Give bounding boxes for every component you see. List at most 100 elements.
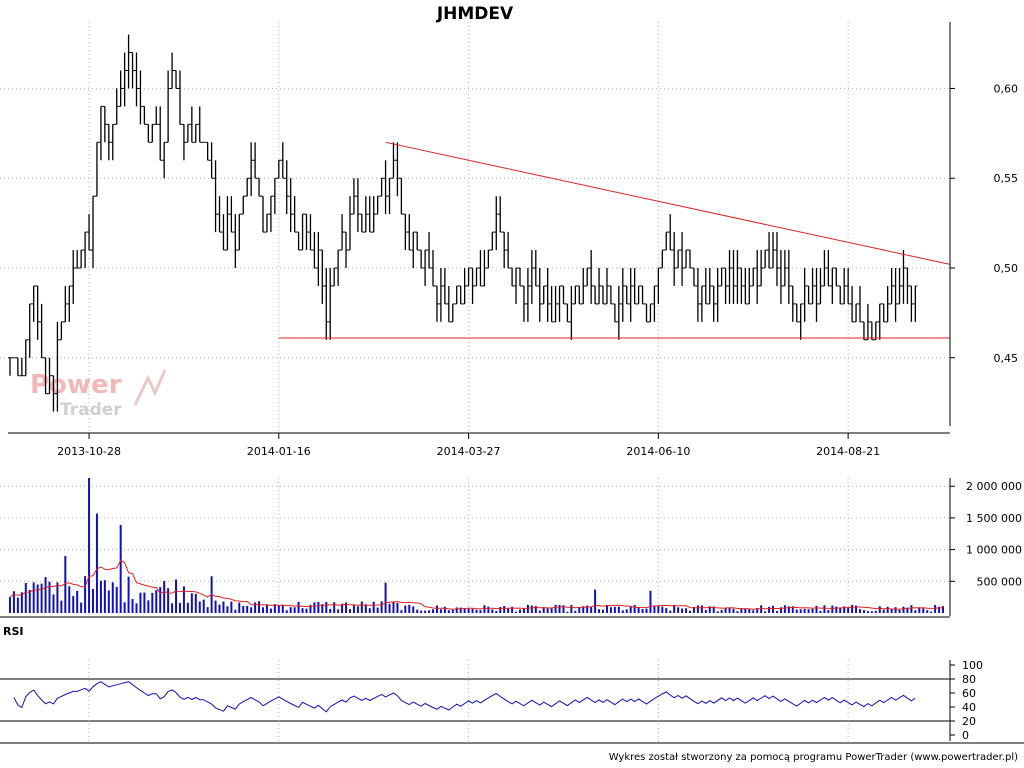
ohlc-bar bbox=[885, 285, 890, 323]
ohlc-bar bbox=[458, 285, 463, 305]
ohlc-bar bbox=[636, 285, 641, 305]
rsi-line bbox=[13, 681, 916, 713]
ohlc-bar bbox=[850, 285, 855, 323]
ohlc-bar bbox=[15, 357, 20, 377]
date-tick-label: 2014-08-21 bbox=[816, 445, 880, 458]
ohlc-bar bbox=[466, 267, 471, 287]
ohlc-bar bbox=[395, 142, 400, 197]
ohlc-bar bbox=[719, 267, 724, 287]
ohlc-bar bbox=[798, 303, 803, 340]
ohlc-bar bbox=[114, 88, 119, 125]
ohlc-bar bbox=[320, 249, 325, 304]
ohlc-bar bbox=[877, 303, 882, 340]
ohlc-bar bbox=[31, 285, 36, 322]
ohlc-bar bbox=[142, 105, 147, 125]
volume-tick-label: 1 500 000 bbox=[966, 512, 1022, 525]
ohlc-bar bbox=[755, 250, 760, 304]
ohlc-bar bbox=[826, 250, 831, 287]
chart-title: JHMDEV bbox=[436, 4, 514, 24]
ohlc-bar bbox=[869, 321, 874, 341]
ohlc-bar bbox=[359, 213, 364, 233]
ohlc-bar bbox=[261, 195, 266, 233]
ohlc-bar bbox=[525, 267, 530, 322]
trendline bbox=[385, 141, 951, 265]
ohlc-bar bbox=[185, 123, 190, 143]
ohlc-bar bbox=[632, 267, 637, 305]
ohlc-bar bbox=[355, 178, 360, 233]
ohlc-bar bbox=[253, 142, 258, 179]
ohlc-bar bbox=[695, 267, 700, 322]
ohlc-bar bbox=[514, 267, 519, 304]
ohlc-bar bbox=[660, 249, 665, 269]
ohlc-bar bbox=[818, 267, 823, 305]
ohlc-bar bbox=[557, 285, 562, 322]
ohlc-bar bbox=[67, 285, 72, 322]
ohlc-bar bbox=[565, 303, 570, 323]
ohlc-bar bbox=[537, 267, 542, 322]
ohlc-bar bbox=[427, 232, 432, 269]
ohlc-bar bbox=[55, 321, 60, 412]
ohlc-bar bbox=[778, 250, 783, 304]
ohlc-bar bbox=[351, 178, 356, 215]
ohlc-bar bbox=[312, 232, 317, 269]
ohlc-bar bbox=[154, 106, 159, 125]
ohlc-bar bbox=[79, 249, 84, 269]
ohlc-bar bbox=[506, 232, 511, 269]
ohlc-bar bbox=[383, 160, 388, 215]
ohlc-bar bbox=[51, 375, 56, 412]
ohlc-bar bbox=[454, 285, 459, 305]
ohlc-bar bbox=[134, 52, 139, 107]
ohlc-bar bbox=[272, 177, 277, 215]
ohlc-bar bbox=[411, 231, 416, 268]
ohlc-bar bbox=[205, 141, 210, 161]
ohlc-bar bbox=[751, 267, 756, 287]
ohlc-bar bbox=[478, 250, 483, 287]
ohlc-bar bbox=[687, 249, 692, 269]
ohlc-bar bbox=[367, 196, 372, 233]
rsi-tick-label: 40 bbox=[962, 701, 976, 714]
ohlc-bar bbox=[608, 285, 613, 305]
price-panel: JHMDEV 0,60 0,55 0,50 0,45 2013-10-28 2014-0… bbox=[0, 4, 1018, 458]
ohlc-bar bbox=[324, 267, 329, 340]
ohlc-bar bbox=[241, 195, 246, 215]
ohlc-bar bbox=[257, 177, 262, 197]
ohlc-bar bbox=[166, 70, 171, 143]
ohlc-bar bbox=[391, 142, 396, 179]
ohlc-bar bbox=[771, 232, 776, 269]
ohlc-bar bbox=[521, 285, 526, 322]
ohlc-bar bbox=[98, 105, 103, 161]
ohlc-bar bbox=[604, 267, 609, 305]
ohlc-bar bbox=[782, 250, 787, 287]
ohlc-bar bbox=[672, 232, 677, 286]
ohlc-bar bbox=[893, 267, 898, 322]
ohlc-bar bbox=[110, 123, 115, 161]
ohlc-bar bbox=[316, 232, 321, 286]
ohlc-bar bbox=[767, 232, 772, 269]
ohlc-bar bbox=[442, 267, 447, 305]
ohlc-bar bbox=[842, 267, 847, 305]
ohlc-bar bbox=[19, 357, 24, 377]
ohlc-bar bbox=[174, 69, 179, 89]
ohlc-bar bbox=[7, 357, 12, 376]
date-tick-label: 2014-01-16 bbox=[247, 445, 311, 458]
ohlc-bar bbox=[118, 70, 123, 107]
ohlc-bar bbox=[814, 267, 819, 322]
ohlc-bar bbox=[264, 213, 269, 233]
ohlc-bar bbox=[490, 231, 495, 251]
volume-tick-label: 1 000 000 bbox=[966, 544, 1022, 557]
ohlc-bar bbox=[747, 267, 752, 305]
ohlc-bar bbox=[347, 196, 352, 251]
ohlc-bar bbox=[897, 267, 902, 305]
ohlc-bar bbox=[462, 267, 467, 305]
ohlc-bar bbox=[664, 231, 669, 251]
ohlc-bar bbox=[711, 285, 716, 322]
ohlc-bar bbox=[438, 267, 443, 322]
ohlc-bar bbox=[87, 214, 92, 251]
ohlc-bar bbox=[901, 250, 906, 304]
price-tick-label: 0,60 bbox=[994, 82, 1019, 95]
ohlc-bar bbox=[533, 250, 538, 287]
ohlc-bar bbox=[197, 106, 202, 143]
volume-panel: 2 000 000 1 500 000 1 000 000 500 000 bbox=[0, 478, 1022, 618]
volume-tick-label: 2 000 000 bbox=[966, 480, 1022, 493]
